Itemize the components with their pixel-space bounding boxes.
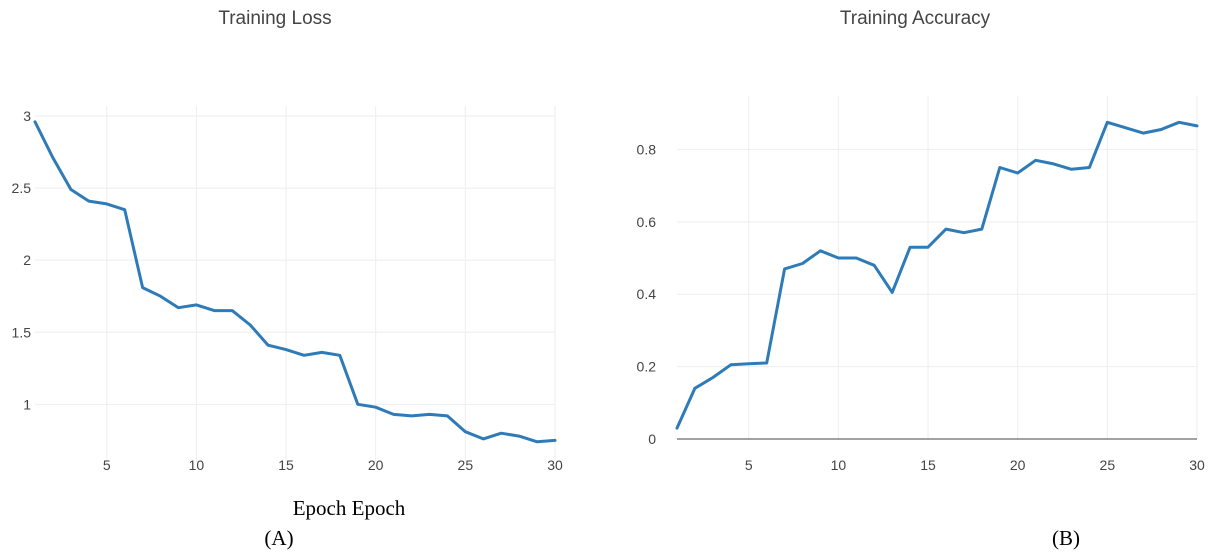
chart-b-x-tick-label: 25 bbox=[1100, 457, 1116, 473]
chart-a-x-tick-label: 30 bbox=[547, 457, 563, 473]
chart-a-y-ticks: 1 1.5 2 2.5 3 bbox=[12, 108, 32, 412]
chart-a: Training Loss 1 1.5 2 2.5 3 5 10 15 20 25 30 Epoc… bbox=[12, 8, 563, 550]
chart-a-caption: (A) bbox=[264, 526, 293, 550]
chart-b-x-tick-label: 5 bbox=[745, 457, 753, 473]
chart-b-accuracy-line bbox=[675, 120, 1199, 430]
chart-b-y-tick-label: 0.4 bbox=[637, 286, 657, 302]
chart-b-x-tick-label: 10 bbox=[831, 457, 847, 473]
chart-a-x-tick-label: 10 bbox=[189, 457, 205, 473]
chart-a-title: Training Loss bbox=[218, 8, 331, 29]
chart-b-y-tick-label: 0.2 bbox=[637, 359, 657, 375]
chart-a-loss-line bbox=[33, 120, 557, 444]
chart-b-x-ticks: 5 10 15 20 25 30 bbox=[745, 457, 1205, 473]
chart-b-y-tick-label: 0.8 bbox=[637, 141, 657, 157]
chart-a-gridlines bbox=[35, 106, 556, 462]
chart-a-x-axis-label: Epoch Epoch bbox=[293, 496, 406, 520]
chart-b-title: Training Accuracy bbox=[840, 8, 991, 29]
chart-a-y-tick-label: 2 bbox=[23, 252, 31, 268]
chart-a-y-tick-label: 2.5 bbox=[12, 180, 32, 196]
chart-a-x-tick-label: 15 bbox=[278, 457, 294, 473]
chart-a-x-ticks: 5 10 15 20 25 30 bbox=[103, 457, 563, 473]
chart-b-x-tick-label: 15 bbox=[920, 457, 936, 473]
chart-a-y-tick-label: 1.5 bbox=[12, 324, 32, 340]
chart-b-x-tick-label: 30 bbox=[1189, 457, 1205, 473]
chart-b-x-tick-label: 20 bbox=[1010, 457, 1026, 473]
chart-a-x-tick-label: 20 bbox=[368, 457, 384, 473]
chart-b: Training Accuracy 0 0.2 0.4 0.6 0.8 5 10 15 20 2… bbox=[637, 8, 1205, 550]
chart-b-caption: (B) bbox=[1052, 526, 1080, 550]
chart-a-x-tick-label: 25 bbox=[458, 457, 474, 473]
chart-b-y-tick-label: 0.6 bbox=[637, 214, 657, 230]
chart-a-x-tick-label: 5 bbox=[103, 457, 111, 473]
chart-b-gridlines bbox=[677, 96, 1198, 440]
chart-a-y-tick-label: 3 bbox=[23, 108, 31, 124]
chart-b-y-tick-label: 0 bbox=[648, 431, 656, 447]
chart-a-y-tick-label: 1 bbox=[23, 396, 31, 412]
chart-b-y-ticks: 0 0.2 0.4 0.6 0.8 bbox=[637, 141, 657, 447]
